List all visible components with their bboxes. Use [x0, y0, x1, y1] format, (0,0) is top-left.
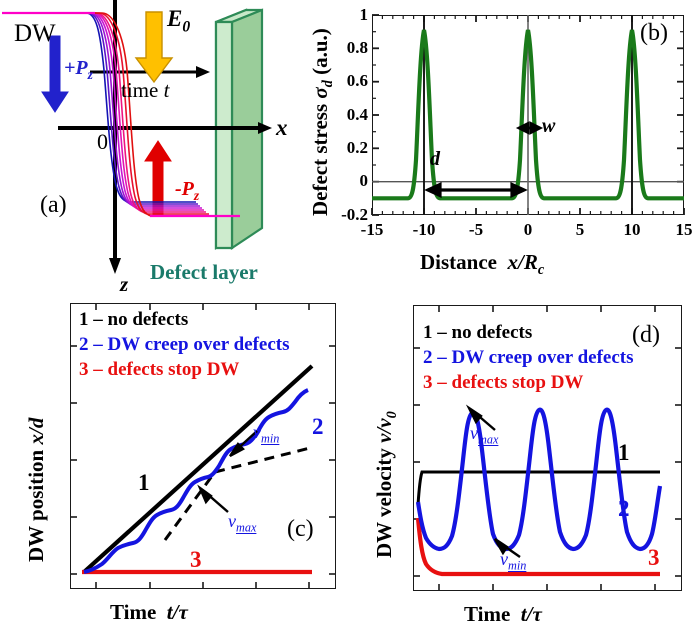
panel-b-yaxis-title: Defect stress σd (a.u.) [308, 28, 337, 216]
panel-d-annot-vmax: vmax [470, 423, 499, 447]
panel-c-svg [70, 303, 336, 589]
panel-d-vmax-arrow [465, 404, 496, 431]
panel-d-tag: (d) [632, 322, 660, 348]
panel-d-annot-vmin: vmin [500, 549, 527, 573]
d-measure-arrow [424, 182, 528, 198]
panel-a-tag: (a) [40, 192, 67, 218]
panel-b-xtick-15: 15 [675, 220, 693, 239]
panel-c-legend-3: 3 – defects stop DW [79, 359, 240, 380]
panel-c-yaxis-title: DW position x/d [24, 417, 48, 562]
dw-label: DW [14, 20, 56, 47]
panel-b-xtick-m15: -15 [360, 220, 384, 239]
panel-b-ytick-08: 0.8 [346, 38, 368, 57]
annot-d: d [430, 148, 440, 170]
x-axis-label: x [276, 115, 288, 140]
panel-c-tag: (c) [287, 516, 314, 542]
defect-layer-label: Defect layer [150, 260, 258, 284]
panel-d-legend-3: 3 – defects stop DW [423, 372, 584, 393]
panel-d-legend-2: 2 – DW creep over defects [423, 347, 634, 368]
panel-b-ytick-1: 1 [359, 5, 369, 24]
panel-c-ticks [70, 303, 336, 589]
panel-d-curve-1 [416, 470, 660, 506]
panel-d-vmin-arrow [493, 538, 521, 558]
panel-d-curvelabel-3: 3 [648, 545, 660, 570]
panel-d-curvelabel-1: 1 [618, 440, 630, 465]
panel-a-schematic: DW E0 +Pz -Pz time t 0 x z Defect layer … [0, 0, 300, 300]
panel-d-yaxis-title: DW velocity v/v0 [372, 411, 401, 558]
panel-b-tag: (b) [640, 20, 668, 46]
panel-c-vmax-arrow [197, 484, 229, 513]
panel-d-curve-2 [415, 407, 663, 552]
panel-b-xtick-m5: -5 [468, 220, 484, 239]
panel-c-curve-2 [83, 388, 309, 574]
panel-b-xtick-5: 5 [575, 220, 585, 239]
panel-c-legend-1: 1 – no defects [79, 309, 189, 330]
panel-b-svg [371, 14, 685, 216]
panel-b-ytick-06: 0.6 [346, 71, 368, 90]
field-label: E0 [167, 6, 191, 36]
panel-c-dw-position-chart: 1 – no defects 2 – DW creep over defects… [0, 300, 360, 635]
time-label: time t [121, 78, 170, 102]
w-measure-arrow [515, 121, 544, 135]
panel-b-defect-stress-chart: 1 0.8 0.6 0.4 0.2 0 -0.2 -15 -10 -5 0 5 … [290, 0, 700, 300]
panel-d-curve-3 [415, 517, 660, 577]
origin-label: 0 [97, 129, 108, 154]
panel-d-xaxis-title: Time t/τ [464, 602, 542, 626]
panel-c-tangents [163, 446, 311, 541]
field-arrow [134, 11, 174, 84]
panel-b-xtick-m10: -10 [412, 220, 436, 239]
dw-profile-curves [2, 12, 212, 217]
panel-c-annot-vmin: vmin [253, 422, 280, 446]
polarization-up-label: +Pz [64, 57, 93, 82]
panel-c-curvelabel-2: 2 [312, 414, 324, 439]
panel-c-xaxis-title: Time t/τ [110, 600, 188, 624]
dw-flat-tails [2, 11, 240, 218]
panel-c-curvelabel-3: 3 [190, 547, 202, 572]
panel-c-legend-2: 2 – DW creep over defects [79, 334, 290, 355]
panel-b-ytick-m02: -0.2 [341, 205, 368, 224]
x-axis-arrow [58, 122, 272, 134]
panel-b-xtick-0: 0 [523, 220, 533, 239]
panel-c-annot-vmax: vmax [228, 511, 257, 535]
defect-layer-slab [214, 8, 264, 251]
panel-b-ytick-04: 0.4 [346, 105, 368, 124]
panel-c-vmin-arrow [229, 430, 258, 458]
polarization-down-label: -Pz [175, 178, 200, 203]
panel-c-curvelabel-1: 1 [138, 470, 150, 495]
panel-c-curve-1 [82, 364, 314, 574]
panel-d-svg [413, 305, 682, 591]
panel-d-curvelabel-2: 2 [618, 496, 630, 521]
z-axis-label: z [120, 272, 129, 296]
defect-stress-curve [372, 29, 684, 201]
panel-b-ytick-0: 0 [359, 171, 369, 190]
polarization-up-arrow [41, 35, 69, 113]
panel-b-xtick-10: 10 [623, 220, 641, 239]
panel-b-xaxis-title: Distance x/Rc [420, 250, 545, 279]
annot-w: w [542, 115, 556, 137]
panel-b-ytick-02: 0.2 [346, 138, 368, 157]
panel-a-svg [2, 0, 272, 274]
panel-d-legend-1: 1 – no defects [423, 322, 533, 343]
panel-d-dw-velocity-chart: 1 – no defects 2 – DW creep over defects… [360, 300, 700, 635]
